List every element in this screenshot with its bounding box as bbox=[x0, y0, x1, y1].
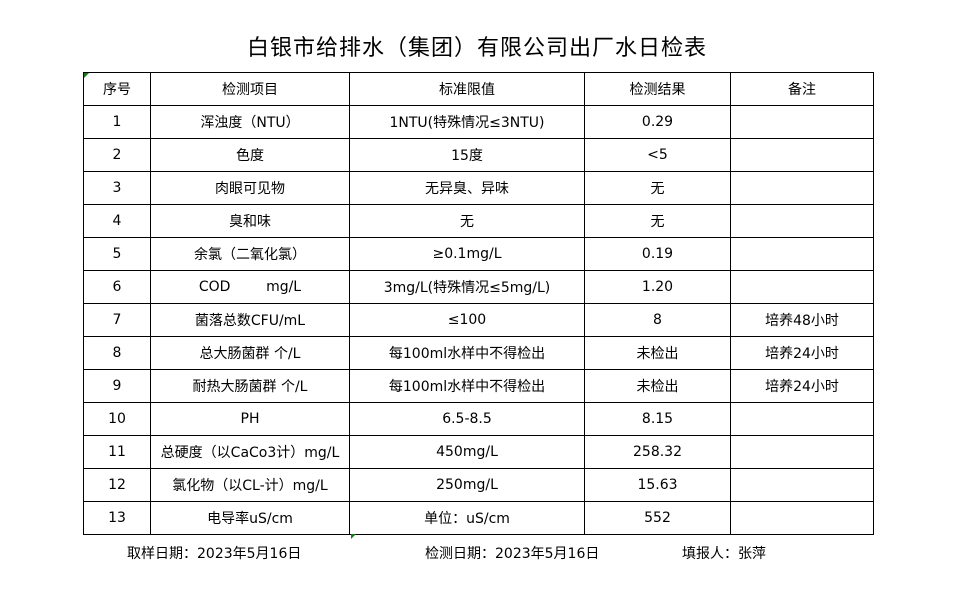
cell-item: 肉眼可见物 bbox=[150, 171, 350, 205]
table-row: 11 总硬度（以CaCo3计）mg/L 450mg/L 258.32 bbox=[83, 435, 874, 469]
table-row: 9 耐热大肠菌群 个/L 每100ml水样中不得检出 未检出 培养24小时 bbox=[83, 369, 874, 403]
cell-standard: 3mg/L(特殊情况≤5mg/L) bbox=[349, 270, 585, 304]
cell-remark bbox=[730, 270, 874, 304]
cell-index: 6 bbox=[83, 270, 151, 304]
header-remark: 备注 bbox=[730, 72, 874, 106]
test-date: 检测日期：2023年5月16日 bbox=[425, 546, 600, 562]
cell-index: 3 bbox=[83, 171, 151, 205]
cell-standard: 每100ml水样中不得检出 bbox=[349, 369, 585, 403]
table-header-row: 序号 检测项目 标准限值 检测结果 备注 bbox=[83, 72, 874, 106]
cell-result: 258.32 bbox=[584, 435, 731, 469]
cell-remark bbox=[730, 402, 874, 436]
cell-result: 无 bbox=[584, 171, 731, 205]
cell-index: 4 bbox=[83, 204, 151, 238]
cell-standard: 1NTU(特殊情况≤3NTU) bbox=[349, 105, 585, 139]
cell-result: 8.15 bbox=[584, 402, 731, 436]
cell-marker-icon bbox=[351, 534, 356, 539]
cell-remark: 培养24小时 bbox=[730, 369, 874, 403]
cell-marker-icon bbox=[84, 73, 89, 78]
cell-index: 11 bbox=[83, 435, 151, 469]
cell-index: 1 bbox=[83, 105, 151, 139]
cell-item: 浑浊度（NTU） bbox=[150, 105, 350, 139]
cell-index: 13 bbox=[83, 501, 151, 535]
table-row: 7 菌落总数CFU/mL ≤100 8 培养48小时 bbox=[83, 303, 874, 337]
cell-remark: 培养48小时 bbox=[730, 303, 874, 337]
header-result: 检测结果 bbox=[584, 72, 731, 106]
table-row: 6 COD mg/L 3mg/L(特殊情况≤5mg/L) 1.20 bbox=[83, 270, 874, 304]
cell-result: 8 bbox=[584, 303, 731, 337]
cell-item: 臭和味 bbox=[150, 204, 350, 238]
cell-item: 耐热大肠菌群 个/L bbox=[150, 369, 350, 403]
cell-remark bbox=[730, 237, 874, 271]
cell-remark bbox=[730, 435, 874, 469]
table-row: 5 余氯（二氧化氯） ≥0.1mg/L 0.19 bbox=[83, 237, 874, 271]
table-row: 4 臭和味无无 bbox=[83, 204, 874, 238]
cell-index: 10 bbox=[83, 402, 151, 436]
cell-index: 2 bbox=[83, 138, 151, 172]
cell-remark bbox=[730, 138, 874, 172]
cell-item: COD mg/L bbox=[150, 270, 350, 304]
cell-index: 7 bbox=[83, 303, 151, 337]
header-index: 序号 bbox=[83, 72, 151, 106]
cell-standard: 450mg/L bbox=[349, 435, 585, 469]
table-row: 8 总大肠菌群 个/L 每100ml水样中不得检出 未检出 培养24小时 bbox=[83, 336, 874, 370]
cell-index: 8 bbox=[83, 336, 151, 370]
cell-standard: ≤100 bbox=[349, 303, 585, 337]
table-row: 12 氯化物（以CL-计）mg/L 250mg/L 15.63 bbox=[83, 468, 874, 502]
cell-remark bbox=[730, 204, 874, 238]
cell-remark bbox=[730, 468, 874, 502]
cell-index: 9 bbox=[83, 369, 151, 403]
header-standard: 标准限值 bbox=[349, 72, 585, 106]
cell-item: 总大肠菌群 个/L bbox=[150, 336, 350, 370]
cell-item: 菌落总数CFU/mL bbox=[150, 303, 350, 337]
cell-remark bbox=[730, 501, 874, 535]
cell-index: 5 bbox=[83, 237, 151, 271]
cell-standard: 每100ml水样中不得检出 bbox=[349, 336, 585, 370]
cell-result: 0.29 bbox=[584, 105, 731, 139]
cell-result: <5 bbox=[584, 138, 731, 172]
cell-item: 总硬度（以CaCo3计）mg/L bbox=[150, 435, 350, 469]
cell-standard: 250mg/L bbox=[349, 468, 585, 502]
cell-standard: 单位：uS/cm bbox=[349, 501, 585, 535]
cell-standard: ≥0.1mg/L bbox=[349, 237, 585, 271]
cell-standard: 无异臭、异味 bbox=[349, 171, 585, 205]
page-title: 白银市给排水（集团）有限公司出厂水日检表 bbox=[246, 36, 707, 61]
table-row: 13 电导率uS/cm 单位：uS/cm 552 bbox=[83, 501, 874, 535]
table-row: 2 色度 15度 <5 bbox=[83, 138, 874, 172]
cell-item: 氯化物（以CL-计）mg/L bbox=[150, 468, 350, 502]
cell-remark bbox=[730, 105, 874, 139]
cell-item: 电导率uS/cm bbox=[150, 501, 350, 535]
inspection-table: 序号 检测项目 标准限值 检测结果 备注 1 浑浊度（NTU） 1NTU(特殊情况≤… bbox=[83, 72, 874, 535]
cell-index: 12 bbox=[83, 468, 151, 502]
header-item: 检测项目 bbox=[150, 72, 350, 106]
cell-item: PH bbox=[150, 402, 350, 436]
cell-remark: 培养24小时 bbox=[730, 336, 874, 370]
cell-result: 未检出 bbox=[584, 369, 731, 403]
cell-result: 0.19 bbox=[584, 237, 731, 271]
cell-result: 未检出 bbox=[584, 336, 731, 370]
table-row: 10 PH 6.5-8.5 8.15 bbox=[83, 402, 874, 436]
cell-result: 无 bbox=[584, 204, 731, 238]
reporter: 填报人：张萍 bbox=[682, 546, 766, 562]
sampling-date: 取样日期：2023年5月16日 bbox=[127, 546, 302, 562]
cell-result: 1.20 bbox=[584, 270, 731, 304]
cell-item: 余氯（二氧化氯） bbox=[150, 237, 350, 271]
cell-standard: 6.5-8.5 bbox=[349, 402, 585, 436]
table-row: 1 浑浊度（NTU） 1NTU(特殊情况≤3NTU) 0.29 bbox=[83, 105, 874, 139]
cell-result: 15.63 bbox=[584, 468, 731, 502]
cell-standard: 无 bbox=[349, 204, 585, 238]
cell-result: 552 bbox=[584, 501, 731, 535]
cell-item: 色度 bbox=[150, 138, 350, 172]
cell-standard: 15度 bbox=[349, 138, 585, 172]
table-row: 3 肉眼可见物 无异臭、异味无 bbox=[83, 171, 874, 205]
cell-remark bbox=[730, 171, 874, 205]
